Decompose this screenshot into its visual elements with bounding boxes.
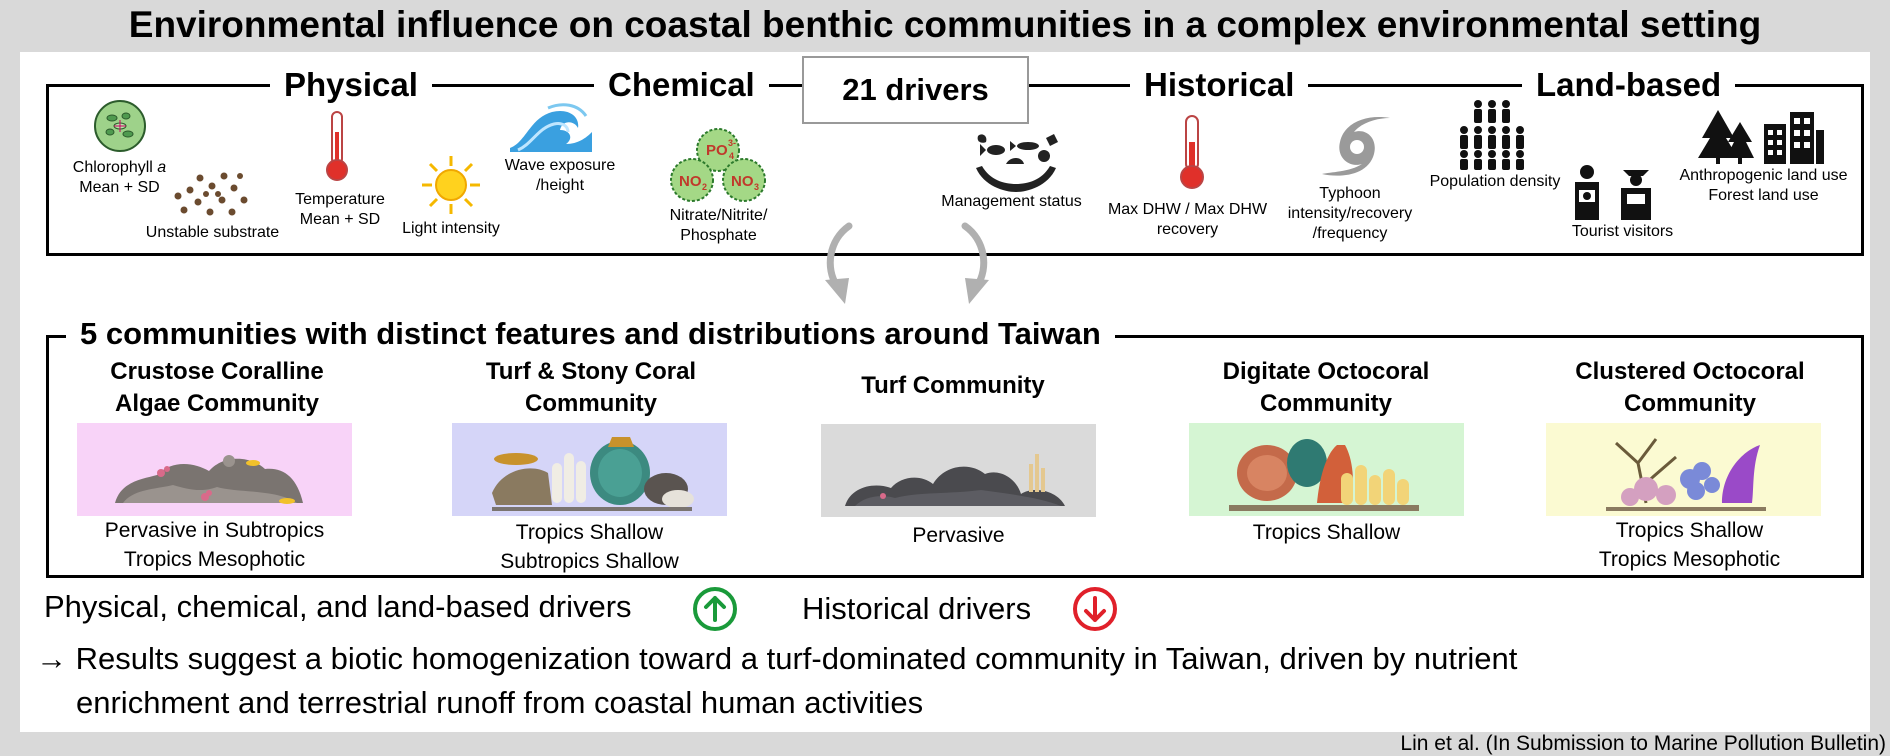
po4-text: PO — [706, 142, 728, 159]
substrate-particles-icon — [174, 172, 248, 216]
chlorophyll-label: Chlorophyll a Mean + SD — [72, 159, 167, 196]
svg-text:4: 4 — [729, 151, 734, 161]
category-physical: Physical — [270, 68, 432, 101]
land-use-icon — [1698, 110, 1824, 164]
svg-text:3-: 3- — [728, 138, 736, 148]
population-density-label: Population density — [1429, 173, 1561, 190]
community-name-turf-stony-coral: Turf & Stony Coral Community — [485, 358, 697, 417]
drivers-count-label: 21 drivers — [802, 56, 1029, 124]
chlorophyll-icon — [94, 100, 146, 152]
conclusion-line-1: → Results suggest a biotic homogenizatio… — [36, 641, 1518, 676]
dhw-label: Max DHW / Max DHW recovery — [1107, 201, 1268, 238]
community-distribution-clustered-octocoral: Tropics Shallow Tropics Mesophotic — [1598, 519, 1781, 571]
svg-text:2: 2 — [702, 182, 707, 192]
category-historical: Historical — [1130, 68, 1309, 101]
community-distribution-turf: Pervasive — [912, 524, 1005, 547]
community-image-clustered-octocoral — [1546, 423, 1821, 516]
page-title: Environmental influence on coastal benth… — [128, 4, 1762, 45]
community-name-digitate-octocoral: Digitate Octocoral Community — [1222, 358, 1430, 417]
wave-icon — [510, 103, 592, 152]
curved-arrows-icon — [825, 222, 989, 304]
unstable-substrate-label: Unstable substrate — [145, 224, 280, 241]
community-name-clustered-octocoral: Clustered Octocoral Community — [1575, 358, 1805, 417]
no2-text: NO — [679, 173, 702, 190]
management-status-icon — [976, 134, 1058, 192]
population-icon — [1460, 100, 1524, 170]
community-name-turf: Turf Community — [861, 372, 1045, 399]
temperature-label: Temperature Mean + SD — [295, 191, 385, 228]
community-image-digitate-octocoral — [1189, 423, 1464, 516]
typhoon-label: Typhoon intensity/recovery /frequency — [1287, 185, 1413, 242]
communities-title: 5 communities with distinct features and… — [66, 318, 1115, 349]
nutrients-molecules-icon: PO NO NO 4 3- 2 3 — [670, 128, 766, 202]
community-distribution-cca: Pervasive in Subtropics Tropics Mesophot… — [104, 519, 325, 571]
sun-icon — [422, 156, 480, 214]
down-arrow-circle-icon — [1073, 587, 1117, 631]
nutrients-label: Nitrate/Nitrite/ Phosphate — [669, 207, 768, 244]
no3-text: NO — [731, 173, 754, 190]
category-land-based: Land-based — [1522, 68, 1736, 101]
negative-effect-label: Historical drivers — [802, 591, 1032, 626]
light-intensity-label: Light intensity — [402, 220, 500, 237]
dhw-thermometer-icon — [1180, 115, 1204, 189]
citation: Lin et al. (In Submission to Marine Poll… — [1400, 732, 1886, 755]
community-distribution-turf-stony-coral: Tropics Shallow Subtropics Shallow — [500, 521, 679, 573]
community-image-cca — [77, 423, 352, 516]
wave-exposure-label: Wave exposure /height — [504, 157, 616, 194]
positive-effect-label: Physical, chemical, and land-based drive… — [44, 589, 632, 624]
tourist-visitors-label: Tourist visitors — [1571, 223, 1674, 240]
thermometer-icon — [326, 111, 348, 181]
right-arrow-icon: → — [36, 641, 67, 676]
svg-text:3: 3 — [754, 182, 759, 192]
conclusion-line-2: enrichment and terrestrial runoff from c… — [76, 685, 924, 720]
community-image-turf — [821, 424, 1096, 517]
community-distribution-digitate-octocoral: Tropics Shallow — [1252, 521, 1401, 544]
up-arrow-circle-icon — [693, 587, 737, 631]
community-name-cca: Crustose Coralline Algae Community — [110, 358, 324, 417]
typhoon-icon — [1322, 117, 1390, 176]
management-status-label: Management status — [941, 193, 1082, 210]
land-use-label: Anthropogenic land use Forest land use — [1679, 167, 1848, 204]
tourist-icon — [1575, 165, 1651, 220]
category-chemical: Chemical — [594, 68, 769, 101]
community-image-turf-stony-coral — [452, 423, 727, 516]
